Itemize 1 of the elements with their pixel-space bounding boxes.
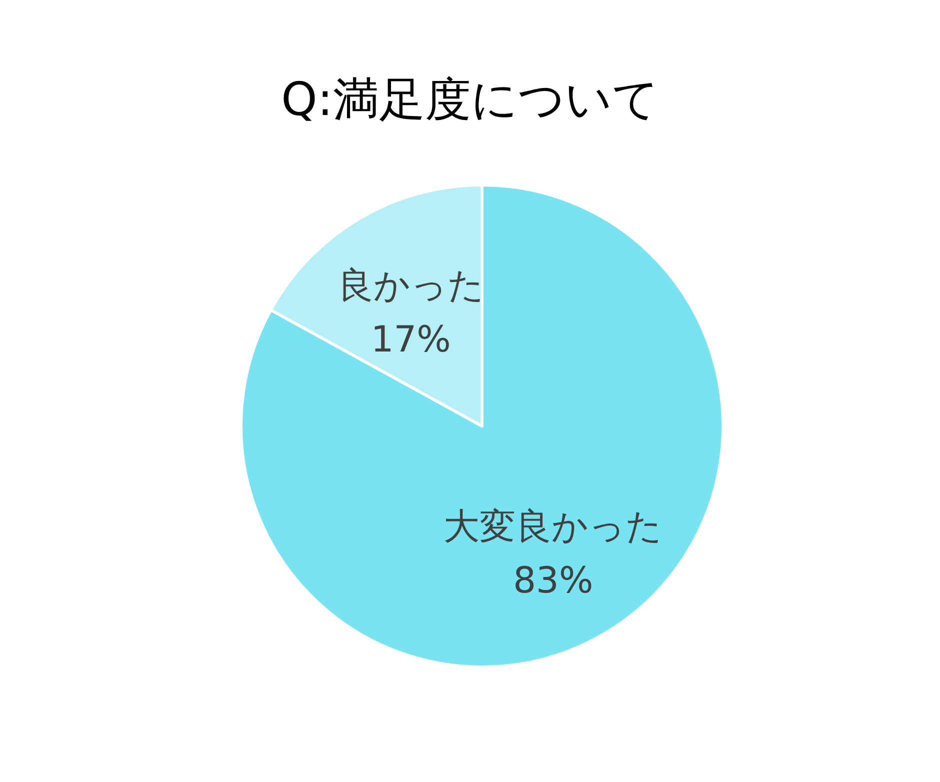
title: Q:満足度について (281, 72, 659, 126)
